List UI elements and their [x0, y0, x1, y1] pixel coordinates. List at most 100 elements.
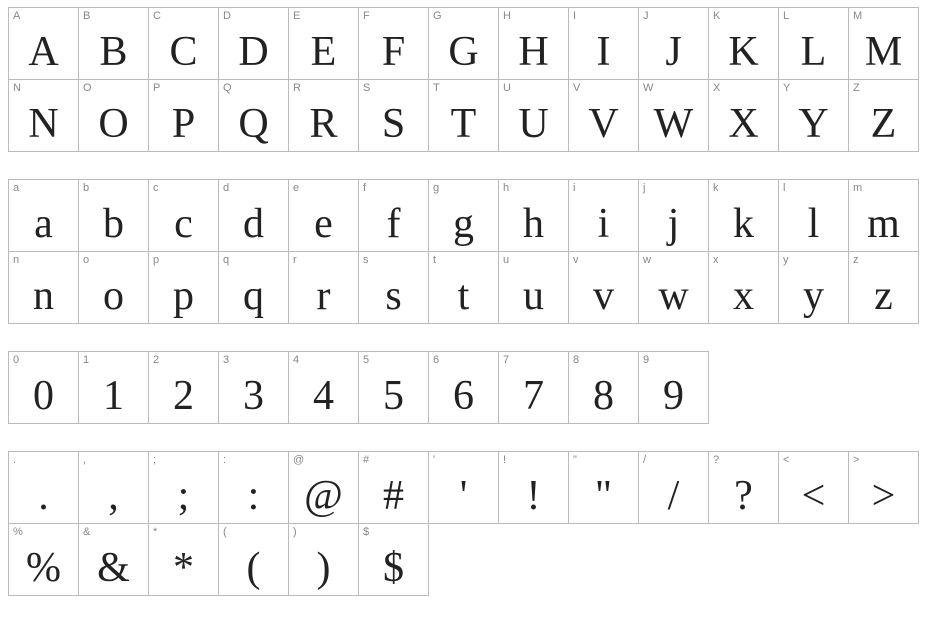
- glyph-cell: KK: [708, 7, 779, 80]
- glyph-group-uppercase: AABBCCDDEEFFGGHHIIJJKKLLMMNNOOPPQQRRSSTT…: [8, 8, 930, 152]
- glyph-char: <: [779, 475, 848, 517]
- glyph-cell: 88: [568, 351, 639, 424]
- glyph-cell: 33: [218, 351, 289, 424]
- glyph-char: M: [849, 31, 918, 73]
- glyph-cell: LL: [778, 7, 849, 80]
- glyph-char: O: [79, 103, 148, 145]
- glyph-cell: SS: [358, 79, 429, 152]
- glyph-label: <: [783, 454, 789, 466]
- glyph-cell: RR: [288, 79, 359, 152]
- glyph-label: 5: [363, 354, 369, 366]
- glyph-label: ;: [153, 454, 156, 466]
- glyph-char: F: [359, 31, 428, 73]
- glyph-char: p: [149, 275, 218, 317]
- glyph-label: 0: [13, 354, 19, 366]
- glyph-char: H: [499, 31, 568, 73]
- glyph-char: L: [779, 31, 848, 73]
- glyph-char: 5: [359, 375, 428, 417]
- glyph-label: X: [713, 82, 720, 94]
- glyph-char: &: [79, 547, 148, 589]
- glyph-label: i: [573, 182, 575, 194]
- glyph-label: D: [223, 10, 231, 22]
- glyph-cell: VV: [568, 79, 639, 152]
- glyph-cell: ss: [358, 251, 429, 324]
- glyph-cell: ee: [288, 179, 359, 252]
- glyph-char: a: [9, 203, 78, 245]
- glyph-row: aabbccddeeffgghhiijjkkllmm: [8, 180, 930, 252]
- glyph-char: :: [219, 475, 288, 517]
- glyph-cell: BB: [78, 7, 149, 80]
- glyph-label: g: [433, 182, 439, 194]
- glyph-cell: $$: [358, 523, 429, 596]
- glyph-label: 4: [293, 354, 299, 366]
- glyph-char: s: [359, 275, 428, 317]
- glyph-char: f: [359, 203, 428, 245]
- glyph-label: $: [363, 526, 369, 538]
- glyph-cell: JJ: [638, 7, 709, 80]
- glyph-char: J: [639, 31, 708, 73]
- glyph-label: >: [853, 454, 859, 466]
- glyph-label: L: [783, 10, 789, 22]
- glyph-cell: )): [288, 523, 359, 596]
- glyph-char: i: [569, 203, 638, 245]
- glyph-cell: qq: [218, 251, 289, 324]
- glyph-char: ): [289, 547, 358, 589]
- glyph-label: I: [573, 10, 576, 22]
- glyph-cell: jj: [638, 179, 709, 252]
- glyph-char: T: [429, 103, 498, 145]
- glyph-label: 1: [83, 354, 89, 366]
- glyph-char: ,: [79, 475, 148, 517]
- glyph-label: h: [503, 182, 509, 194]
- glyph-cell: ((: [218, 523, 289, 596]
- glyph-cell: 77: [498, 351, 569, 424]
- glyph-char: k: [709, 203, 778, 245]
- glyph-label: r: [293, 254, 297, 266]
- glyph-cell: yy: [778, 251, 849, 324]
- glyph-label: ): [293, 526, 297, 538]
- glyph-char: x: [709, 275, 778, 317]
- glyph-label: E: [293, 10, 300, 22]
- glyph-char: u: [499, 275, 568, 317]
- glyph-cell: <<: [778, 451, 849, 524]
- glyph-label: #: [363, 454, 369, 466]
- glyph-label: t: [433, 254, 436, 266]
- glyph-cell: pp: [148, 251, 219, 324]
- glyph-label: d: [223, 182, 229, 194]
- glyph-label: A: [13, 10, 20, 22]
- glyph-char: $: [359, 547, 428, 589]
- glyph-char: ;: [149, 475, 218, 517]
- glyph-char: 7: [499, 375, 568, 417]
- glyph-cell: tt: [428, 251, 499, 324]
- glyph-cell: rr: [288, 251, 359, 324]
- glyph-cell: MM: [848, 7, 919, 80]
- glyph-char: 9: [639, 375, 708, 417]
- glyph-cell: vv: [568, 251, 639, 324]
- glyph-cell: kk: [708, 179, 779, 252]
- glyph-label: S: [363, 82, 370, 94]
- glyph-cell: ii: [568, 179, 639, 252]
- glyph-char: c: [149, 203, 218, 245]
- glyph-char: d: [219, 203, 288, 245]
- glyph-char: E: [289, 31, 358, 73]
- glyph-cell: CC: [148, 7, 219, 80]
- glyph-label: y: [783, 254, 789, 266]
- glyph-cell: ::: [218, 451, 289, 524]
- glyph-row: ..,,;;::@@##''!!""//??<<>>: [8, 452, 930, 524]
- glyph-label: ,: [83, 454, 86, 466]
- glyph-char: !: [499, 475, 568, 517]
- glyph-char: I: [569, 31, 638, 73]
- glyph-char: j: [639, 203, 708, 245]
- glyph-label: M: [853, 10, 862, 22]
- glyph-cell: aa: [8, 179, 79, 252]
- glyph-cell: xx: [708, 251, 779, 324]
- glyph-label: K: [713, 10, 720, 22]
- glyph-label: l: [783, 182, 785, 194]
- glyph-cell: '': [428, 451, 499, 524]
- glyph-cell: YY: [778, 79, 849, 152]
- glyph-char: >: [849, 475, 918, 517]
- glyph-char: D: [219, 31, 288, 73]
- glyph-label: Q: [223, 82, 232, 94]
- glyph-label: f: [363, 182, 366, 194]
- glyph-char: (: [219, 547, 288, 589]
- glyph-cell: "": [568, 451, 639, 524]
